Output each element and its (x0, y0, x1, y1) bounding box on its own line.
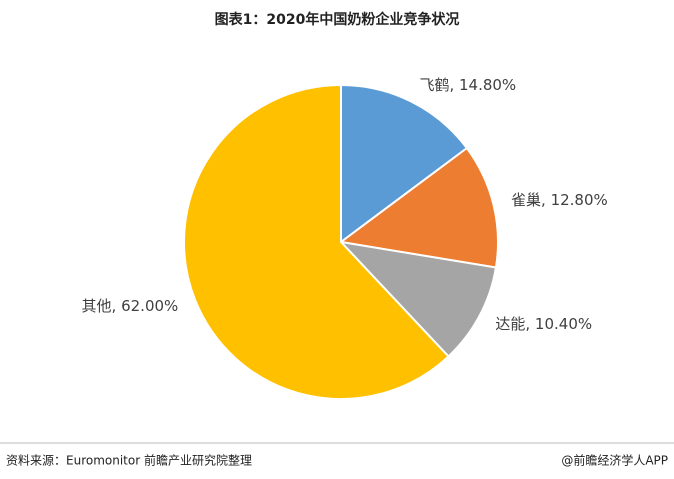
chart-title: 图表1：2020年中国奶粉企业竞争状况 (215, 11, 460, 28)
data-label: 达能, 10.40% (495, 315, 592, 333)
pie-slice (340, 83, 469, 244)
brand: @前瞻经济学人APP (561, 453, 668, 468)
pie-slice (183, 83, 450, 400)
data-label: 飞鹤, 14.80% (419, 76, 516, 94)
data-label: 其他, 62.00% (82, 297, 179, 315)
source: 资料来源：Euromonitor 前瞻产业研究院整理 (6, 453, 252, 468)
pie-slice (338, 146, 499, 269)
pie-slice (338, 240, 498, 358)
data-label: 雀巢, 12.80% (511, 191, 608, 209)
